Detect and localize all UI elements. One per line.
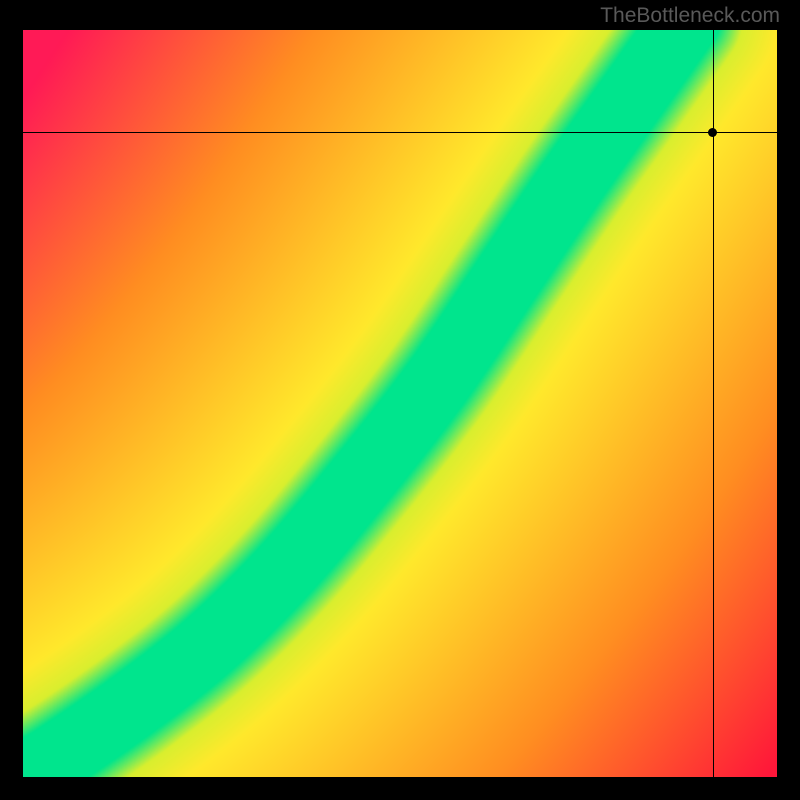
guide-vertical	[713, 30, 714, 777]
figure-root: TheBottleneck.com	[0, 0, 800, 800]
watermark-text: TheBottleneck.com	[600, 4, 780, 28]
guide-horizontal	[23, 132, 777, 133]
heatmap-canvas	[23, 30, 777, 777]
